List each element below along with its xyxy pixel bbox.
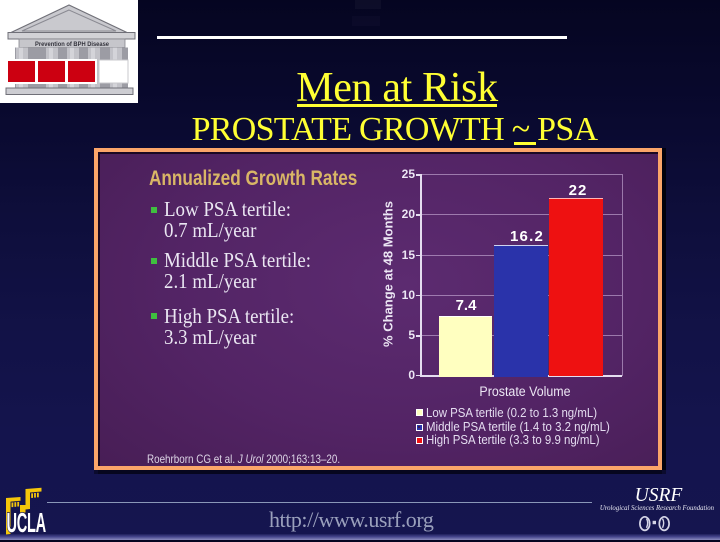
- svg-text:Prevention of BPH Disease: Prevention of BPH Disease: [35, 41, 110, 48]
- svg-text:UCLA: UCLA: [7, 507, 47, 537]
